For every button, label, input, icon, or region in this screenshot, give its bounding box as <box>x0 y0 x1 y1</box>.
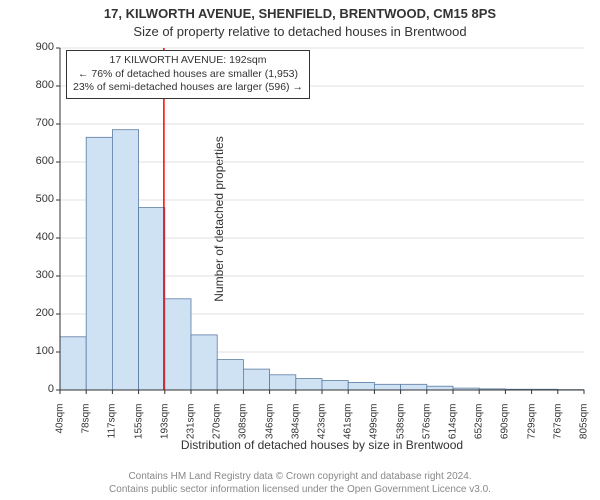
x-tick-label: 117sqm <box>107 404 118 464</box>
x-tick-label: 270sqm <box>212 404 223 464</box>
x-tick-label: 231sqm <box>186 404 197 464</box>
y-tick-label: 700 <box>24 117 54 129</box>
y-tick-label: 500 <box>24 193 54 205</box>
x-tick-label: 346sqm <box>264 404 275 464</box>
y-tick-label: 200 <box>24 307 54 319</box>
callout-line-2: ← 76% of detached houses are smaller (1,… <box>73 68 303 82</box>
x-tick-label: 78sqm <box>81 404 92 464</box>
x-tick-label: 690sqm <box>500 404 511 464</box>
copyright-footer: Contains HM Land Registry data © Crown c… <box>0 471 600 496</box>
x-axis-label: Distribution of detached houses by size … <box>60 438 584 452</box>
y-tick-label: 400 <box>24 231 54 243</box>
copyright-line-2: Contains public sector information licen… <box>0 484 600 497</box>
y-tick-label: 300 <box>24 269 54 281</box>
x-tick-label: 767sqm <box>552 404 563 464</box>
callout-line-1: 17 KILWORTH AVENUE: 192sqm <box>73 54 303 68</box>
x-tick-label: 729sqm <box>526 404 537 464</box>
x-tick-label: 384sqm <box>290 404 301 464</box>
x-tick-label: 423sqm <box>317 404 328 464</box>
y-tick-label: 100 <box>24 345 54 357</box>
x-tick-label: 461sqm <box>343 404 354 464</box>
copyright-line-1: Contains HM Land Registry data © Crown c… <box>0 471 600 484</box>
x-tick-label: 308sqm <box>238 404 249 464</box>
callout-line-3: 23% of semi-detached houses are larger (… <box>73 81 303 95</box>
y-tick-label: 800 <box>24 79 54 91</box>
x-tick-label: 652sqm <box>474 404 485 464</box>
x-tick-label: 40sqm <box>55 404 66 464</box>
callout-box: 17 KILWORTH AVENUE: 192sqm ← 76% of deta… <box>66 50 310 99</box>
x-tick-label: 193sqm <box>159 404 170 464</box>
x-tick-label: 805sqm <box>579 404 590 464</box>
y-tick-label: 900 <box>24 41 54 53</box>
x-tick-label: 499sqm <box>369 404 380 464</box>
y-tick-label: 0 <box>24 383 54 395</box>
x-tick-label: 576sqm <box>421 404 432 464</box>
y-tick-label: 600 <box>24 155 54 167</box>
figure-root: { "title_line1": "17, KILWORTH AVENUE, S… <box>0 0 600 500</box>
x-tick-label: 614sqm <box>448 404 459 464</box>
x-tick-label: 538sqm <box>395 404 406 464</box>
x-tick-label: 155sqm <box>133 404 144 464</box>
